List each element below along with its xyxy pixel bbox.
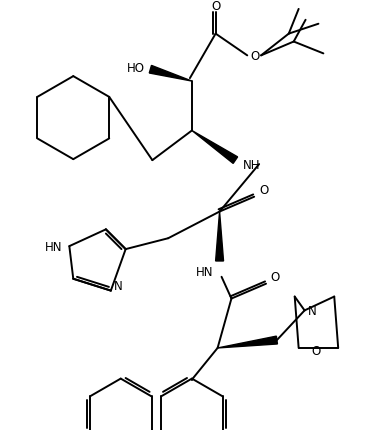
Text: HN: HN — [45, 240, 62, 253]
Text: N: N — [308, 304, 317, 317]
Polygon shape — [218, 336, 277, 348]
Polygon shape — [192, 131, 238, 164]
Text: HO: HO — [127, 61, 145, 74]
Text: N: N — [114, 280, 123, 292]
Text: O: O — [270, 270, 280, 284]
Polygon shape — [216, 212, 224, 261]
Text: O: O — [259, 184, 269, 197]
Text: O: O — [312, 344, 321, 358]
Text: O: O — [211, 0, 220, 13]
Text: O: O — [251, 50, 260, 63]
Text: NH: NH — [242, 158, 260, 171]
Text: HN: HN — [196, 266, 213, 279]
Polygon shape — [149, 66, 192, 82]
